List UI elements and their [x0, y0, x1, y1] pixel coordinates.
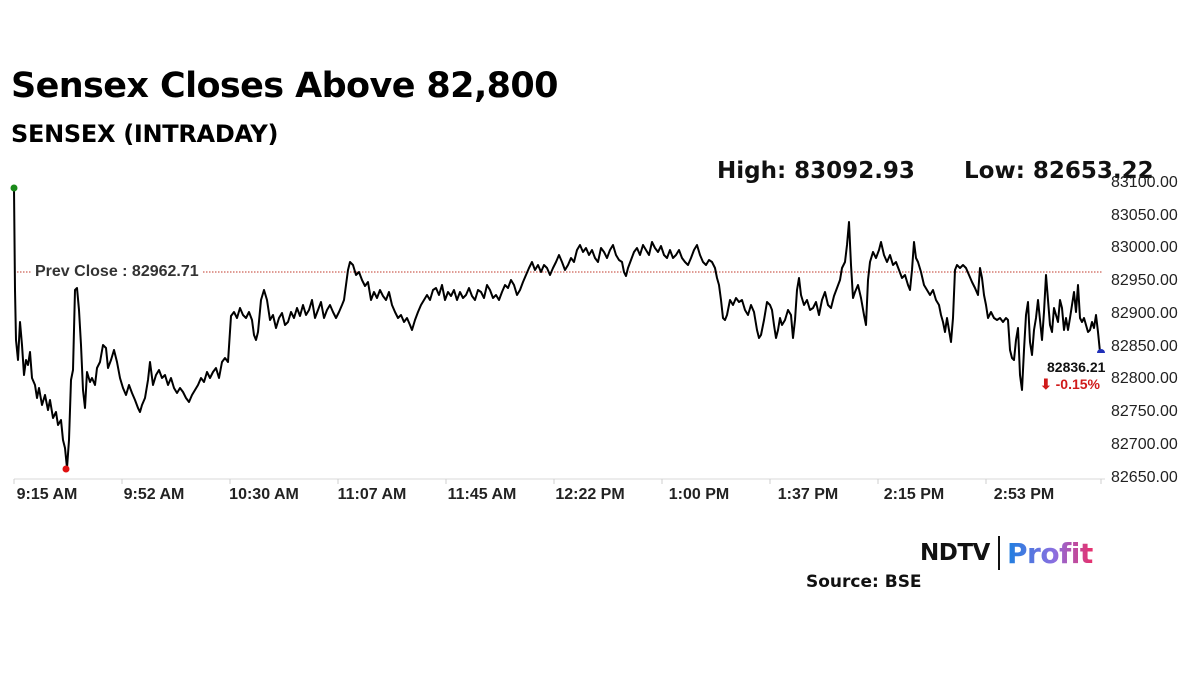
- x-axis-ticks: [13, 479, 1102, 484]
- x-tick-label: 12:22 PM: [555, 486, 625, 503]
- x-tick-label: 9:15 AM: [16, 486, 78, 503]
- y-tick-label: 83100.00: [1111, 174, 1178, 191]
- x-tick-label: 1:37 PM: [777, 486, 839, 503]
- y-tick-label: 82900.00: [1111, 305, 1178, 322]
- x-tick-label: 11:45 AM: [447, 486, 517, 503]
- y-tick-label: 82650.00: [1111, 469, 1178, 486]
- y-tick-label: 82750.00: [1111, 403, 1178, 420]
- x-tick-label: 11:07 AM: [337, 486, 407, 503]
- logo-divider: [997, 536, 1000, 570]
- last-change-label: ⬇ -0.15%: [1040, 376, 1100, 392]
- y-tick-label: 82800.00: [1111, 370, 1178, 387]
- svg-text:Profit: Profit: [1007, 537, 1093, 570]
- profit-wordmark: Profit: [1007, 537, 1093, 570]
- chart-title: Sensex Closes Above 82,800: [11, 66, 559, 106]
- last-price-marker: [1097, 349, 1105, 353]
- y-tick-label: 82700.00: [1111, 436, 1178, 453]
- y-tick-label: 83000.00: [1111, 239, 1178, 256]
- chart-subtitle: SENSEX (INTRADAY): [11, 120, 279, 148]
- y-tick-label: 82850.00: [1111, 338, 1178, 355]
- ndtv-wordmark: NDTV: [920, 540, 990, 566]
- last-price-label: 82836.21: [1047, 359, 1106, 375]
- prev-close-label: Prev Close : 82962.71: [31, 263, 203, 281]
- high-marker: [10, 184, 18, 192]
- x-tick-label: 10:30 AM: [229, 486, 299, 503]
- x-tick-label: 1:00 PM: [668, 486, 730, 503]
- x-tick-label: 2:15 PM: [883, 486, 945, 503]
- ndtv-profit-logo: NDTV Profit: [920, 536, 1127, 570]
- x-tick-label: 9:52 AM: [123, 486, 185, 503]
- source-note: Source: BSE: [806, 572, 922, 592]
- y-tick-label: 82950.00: [1111, 272, 1178, 289]
- y-tick-label: 83050.00: [1111, 207, 1178, 224]
- high-value: High: 83092.93: [717, 158, 915, 184]
- x-tick-label: 2:53 PM: [993, 486, 1055, 503]
- low-value: Low: 82653.22: [964, 158, 1154, 184]
- sensex-price-line: [13, 187, 1101, 469]
- low-marker: [62, 465, 70, 473]
